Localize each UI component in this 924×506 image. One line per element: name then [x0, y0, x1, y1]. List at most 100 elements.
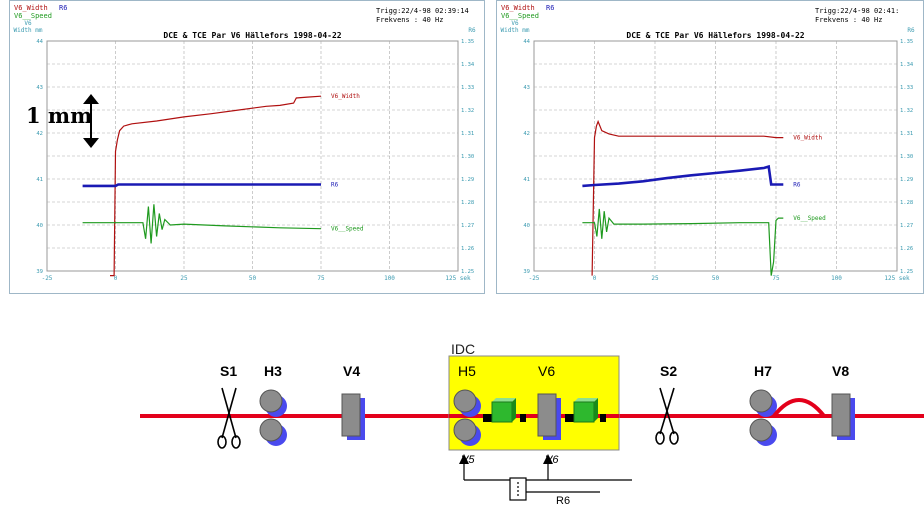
label-h7: H7	[754, 363, 772, 379]
x-tick-label: 125 sek	[884, 275, 910, 282]
stand-v4-icon	[341, 393, 365, 440]
y-right-tick-label: 1.32	[461, 108, 474, 114]
y-right-tick-label: 1.34	[900, 62, 914, 68]
y-right-tick-label: 1.30	[900, 154, 913, 160]
y-left-tick-label: 44	[523, 39, 530, 45]
rolling-mill-diagram: IDC S1 H3 V4 H5 V6 S2 H7 V8	[140, 341, 924, 506]
y-right-tick-label: 1.26	[900, 246, 913, 252]
roll-h3-icon	[259, 389, 287, 446]
strip-loop	[772, 398, 826, 418]
y-right-tick-label: 1.25	[900, 269, 913, 275]
roll-h5-icon	[453, 389, 481, 446]
label-h3: H3	[264, 363, 282, 379]
y-left-tick-label: 41	[523, 177, 530, 183]
y-left-tick-label: 42	[36, 131, 43, 137]
y-left-tick-label: 42	[523, 131, 530, 137]
scissors-s1-icon	[217, 387, 241, 449]
y-right-tick-label: 1.31	[461, 131, 474, 137]
left-axis-label-line1: V6	[24, 20, 32, 27]
y-left-tick-label: 40	[523, 223, 530, 229]
x-tick-label: 25	[651, 275, 659, 282]
y-left-tick-label: 39	[523, 269, 530, 275]
x-tick-label: 50	[712, 275, 720, 282]
label-v4: V4	[343, 363, 360, 379]
y-right-tick-label: 1.31	[900, 131, 913, 137]
frequency-text: Frekvens : 40 Hz	[376, 16, 443, 24]
y-right-tick-label: 1.29	[900, 177, 913, 183]
y-right-tick-label: 1.33	[461, 85, 474, 91]
chart-right-svg: V6_Width R6 V6__Speed Trigg:22/4-98 02:41:F…	[501, 4, 915, 282]
arrow-v6-icon	[543, 454, 553, 464]
y-right-tick-label: 1.35	[461, 39, 474, 45]
signal-lines	[463, 462, 632, 501]
sensor-left-icon	[491, 398, 516, 423]
y-right-tick-label: 1.34	[461, 62, 475, 68]
legend-v6-speed: V6__Speed	[501, 12, 539, 20]
chart-panel-left: V6_Width R6 V6__Speed Trigg:22/4-98 02:39:1…	[9, 0, 485, 294]
y-left-tick-label: 44	[36, 39, 43, 45]
x-tick-label: 75	[317, 275, 325, 282]
y-left-tick-label: 43	[36, 85, 43, 91]
y-right-tick-label: 1.33	[900, 85, 913, 91]
y-right-tick-label: 1.26	[461, 246, 474, 252]
series-label-v6-width: V6_Width	[331, 93, 360, 100]
series-line-v6-speed	[82, 204, 322, 244]
y-right-tick-label: 1.32	[900, 108, 913, 114]
x-tick-label: 0	[593, 275, 597, 282]
x-tick-label: 100	[831, 275, 842, 282]
x-tick-label: 100	[384, 275, 395, 282]
y-right-tick-label: 1.25	[461, 269, 474, 275]
right-axis-label: R6	[468, 27, 476, 34]
y-right-tick-label: 1.29	[461, 177, 474, 183]
left-axis-label-line1: V6	[511, 20, 519, 27]
left-axis-label-line2: Width mm	[14, 27, 43, 34]
y-right-tick-label: 1.28	[461, 200, 474, 206]
label-v5-signal: V5	[461, 454, 475, 466]
x-tick-label: 125 sek	[445, 275, 471, 282]
sensor-right-icon	[573, 398, 598, 423]
series-line-v6-width	[110, 95, 322, 277]
series-line-v6-width	[591, 119, 784, 276]
series-line-r6	[582, 164, 784, 188]
label-h5: H5	[458, 363, 476, 379]
y-left-tick-label: 43	[523, 85, 530, 91]
x-tick-label: 25	[180, 275, 188, 282]
trigger-text: Trigg:22/4-98 02:41:	[815, 7, 899, 15]
right-axis-label: R6	[907, 27, 915, 34]
trigger-text: Trigg:22/4-98 02:39:14	[376, 7, 469, 15]
x-tick-label: 0	[114, 275, 118, 282]
chart-title: DCE & TCE Par V6 Hällefors 1998-04-22	[626, 31, 804, 40]
series-label-v6-speed: V6__Speed	[331, 226, 364, 233]
legend-v6-width: V6_Width	[14, 4, 48, 12]
series-label-v6-speed: V6__Speed	[793, 215, 826, 222]
x-tick-label: -25	[42, 275, 53, 282]
x-tick-label: 50	[249, 275, 257, 282]
x-tick-label: -25	[529, 275, 540, 282]
label-s1: S1	[220, 363, 237, 379]
roll-h7-icon	[749, 389, 777, 446]
series-line-v6-speed	[582, 208, 784, 276]
y-left-tick-label: 39	[36, 269, 43, 275]
y-left-tick-label: 40	[36, 223, 43, 229]
label-s2: S2	[660, 363, 677, 379]
scale-arrow-icon	[83, 94, 99, 148]
y-right-tick-label: 1.30	[461, 154, 474, 160]
legend-v6-width: V6_Width	[501, 4, 535, 12]
chart-title: DCE & TCE Par V6 Hällefors 1998-04-22	[163, 31, 341, 40]
x-tick-label: 75	[772, 275, 780, 282]
label-v6: V6	[538, 363, 555, 379]
label-r6-signal: R6	[556, 495, 570, 506]
left-axis-label-line2: Width mm	[501, 27, 530, 34]
series-label-r6: R6	[793, 182, 801, 189]
scissors-s2-icon	[655, 387, 679, 445]
chart-panel-right: V6_Width R6 V6__Speed Trigg:22/4-98 02:41: F…	[496, 0, 924, 294]
y-left-tick-label: 41	[36, 177, 43, 183]
chart-left-svg: V6_Width R6 V6__Speed Trigg:22/4-98 02:39:1…	[14, 4, 476, 282]
stand-v6-icon	[537, 393, 561, 440]
series-label-v6-width: V6_Width	[793, 135, 822, 142]
y-right-tick-label: 1.35	[900, 39, 913, 45]
arrow-v5-icon	[459, 454, 469, 464]
y-right-tick-label: 1.27	[900, 223, 913, 229]
legend-r6: R6	[59, 4, 67, 12]
label-v6-signal: V6	[545, 454, 559, 466]
